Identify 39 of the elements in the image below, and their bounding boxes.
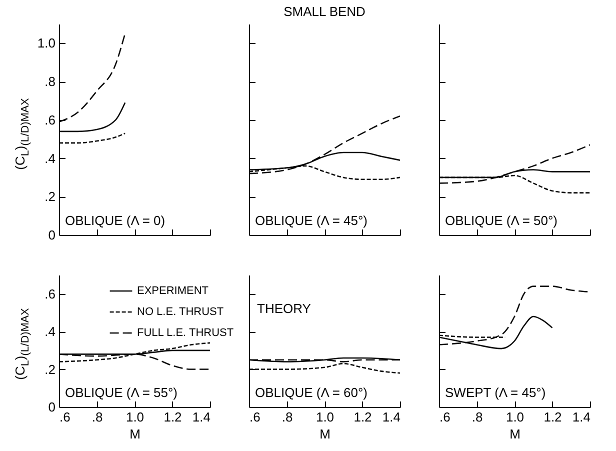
x-axis-title: M — [510, 426, 520, 442]
chart-title: SMALL BEND — [284, 4, 366, 19]
x-tick-label: 1.2 — [164, 410, 182, 424]
y-tick-label: .6 — [44, 286, 56, 302]
annotation: OBLIQUE (Λ = 60°) — [255, 385, 368, 400]
x-tick-label: 1.0 — [506, 410, 524, 424]
x-axis-title: M — [130, 426, 140, 442]
annotation: OBLIQUE (Λ = 45°) — [255, 213, 368, 228]
x-tick-label: .6 — [60, 410, 70, 424]
legend-label: FULL L.E. THRUST — [137, 327, 234, 339]
y-tick-label: .4 — [44, 324, 56, 340]
x-tick-label: .8 — [472, 410, 483, 424]
legend-label: NO L.E. THRUST — [137, 306, 224, 318]
y-tick-label: .6 — [44, 112, 56, 128]
annotation: OBLIQUE (Λ = 50°) — [445, 213, 558, 228]
x-tick-label: .8 — [282, 410, 293, 424]
x-tick-label: .6 — [250, 410, 260, 424]
y-tick-label: .2 — [44, 362, 56, 377]
annotation: OBLIQUE (Λ = 55°) — [65, 385, 178, 400]
annotation: OBLIQUE (Λ = 0) — [65, 213, 166, 228]
annotation: SWEPT (Λ = 45°) — [445, 385, 546, 400]
x-tick-label: 1.2 — [544, 410, 562, 424]
y-tick-label: .4 — [44, 150, 56, 166]
x-tick-label: .6 — [440, 410, 450, 424]
x-tick-label: 1.0 — [316, 410, 334, 424]
legend-label: EXPERIMENT — [137, 285, 209, 297]
y-tick-label: .2 — [44, 189, 56, 204]
y-tick-label: 0 — [48, 400, 56, 414]
x-tick-label: 1.4 — [382, 410, 400, 424]
y-tick-label: .8 — [44, 74, 56, 90]
x-tick-label: 1.4 — [192, 410, 210, 424]
x-tick-label: 1.0 — [126, 410, 144, 424]
x-tick-label: .8 — [92, 410, 103, 424]
y-tick-label: 0 — [48, 228, 56, 242]
x-axis-title: M — [320, 426, 330, 442]
annotation: THEORY — [257, 301, 312, 316]
x-tick-label: 1.4 — [572, 410, 590, 424]
y-tick-label: 1.0 — [37, 36, 56, 51]
x-tick-label: 1.2 — [354, 410, 372, 424]
